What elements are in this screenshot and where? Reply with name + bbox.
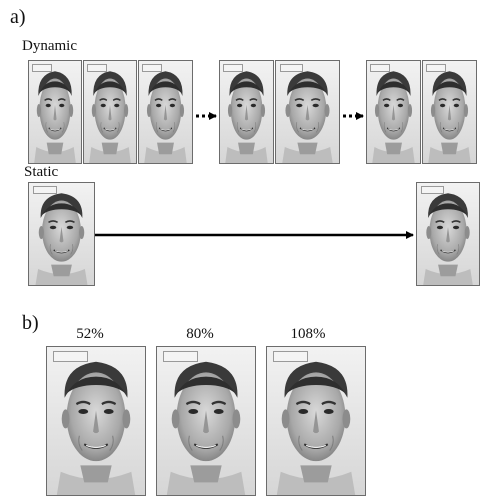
intensity-face-52 [46,346,146,496]
intensity-face-108 [266,346,366,496]
dynamic-row-label: Dynamic [22,38,77,54]
static-end-face [416,182,480,286]
dynamic-frame-7 [422,60,477,164]
dynamic-frame-5 [275,60,340,164]
static-row-label: Static [24,164,59,180]
intensity-face-80 [156,346,256,496]
dynamic-frame-6 [366,60,421,164]
dynamic-frame-3 [138,60,193,164]
dynamic-frame-4 [219,60,274,164]
intensity-label-3: 108% [290,326,326,342]
intensity-label-2: 80% [186,326,214,342]
intensity-label-1: 52% [76,326,104,342]
panel-a-label: a) [10,6,26,28]
panel-b-label: b) [22,312,39,334]
dynamic-frame-2 [83,60,137,164]
static-start-face [28,182,95,286]
dynamic-frame-1 [28,60,82,164]
